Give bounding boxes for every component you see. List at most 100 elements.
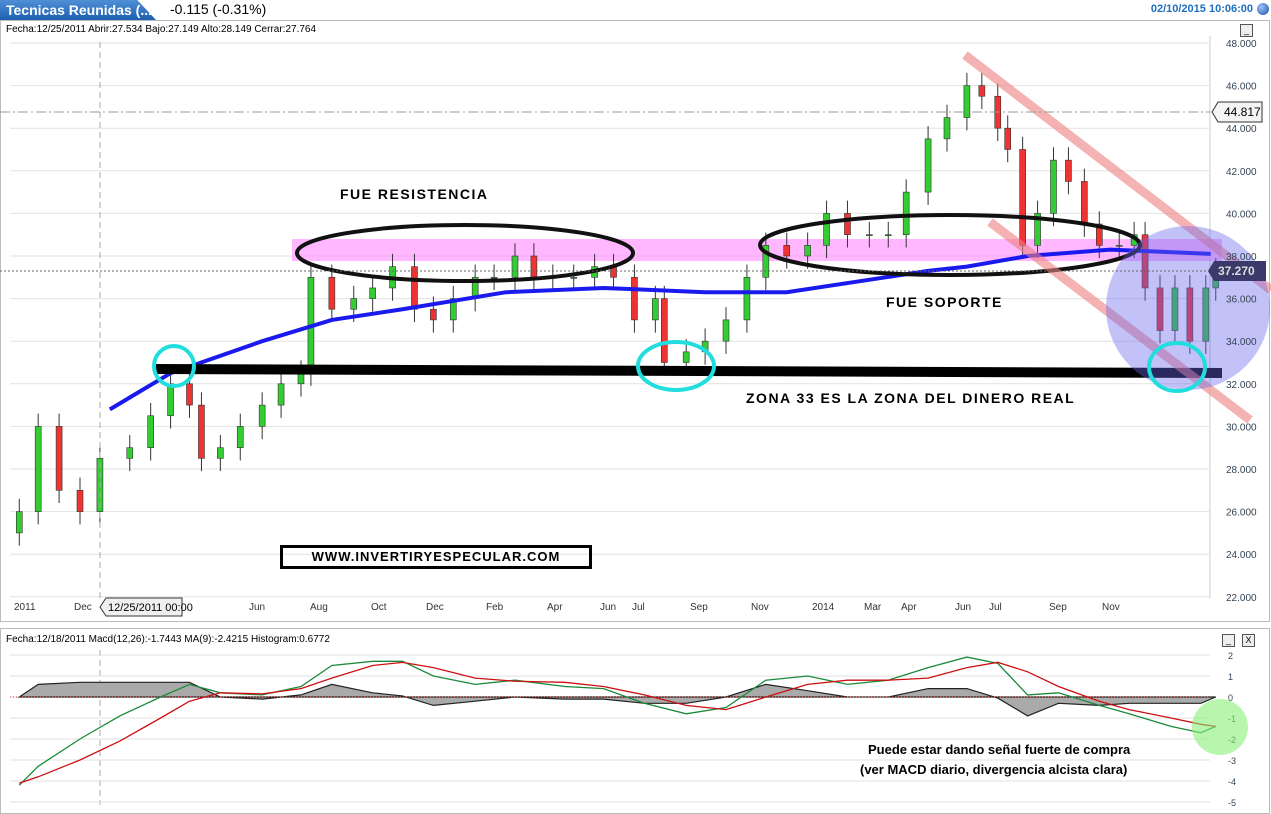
y-tick-label: 36.000 — [1226, 295, 1257, 306]
x-tick-label: 2014 — [812, 602, 835, 613]
macd-y-tick-label: -5 — [1228, 798, 1236, 808]
candle — [15, 511, 23, 534]
cyan-circle — [636, 340, 716, 392]
x-tick-label: Feb — [486, 602, 504, 613]
macd-line — [18, 656, 1217, 786]
candle — [277, 383, 285, 406]
macd-y-tick-label: 2 — [1228, 651, 1233, 661]
macd-close-button[interactable]: X — [1242, 634, 1255, 647]
signal-highlight-circle — [1192, 699, 1248, 755]
x-tick-label: Sep — [1049, 602, 1067, 613]
candle — [55, 426, 63, 491]
candle — [631, 276, 638, 321]
y-tick-label: 32.000 — [1226, 380, 1257, 391]
candle — [167, 383, 174, 417]
candle — [570, 276, 578, 279]
resistance-annotation: FUE RESISTENCIA — [340, 186, 489, 202]
instrument-tab[interactable]: Tecnicas Reunidas (... — [0, 0, 156, 20]
candle — [217, 447, 224, 459]
reference-price-tag — [1211, 101, 1263, 123]
cursor-date-tag — [99, 597, 183, 617]
candle — [126, 447, 134, 459]
candle — [963, 85, 971, 118]
candle — [1156, 287, 1164, 331]
macd-info: Fecha:12/18/2011 Macd(12,26):-1.7443 MA(… — [6, 634, 330, 645]
candle — [652, 298, 659, 321]
candle — [866, 234, 873, 236]
candle — [844, 213, 851, 235]
y-tick-label: 46.000 — [1226, 82, 1257, 93]
candle — [530, 255, 538, 278]
candle — [1095, 223, 1103, 246]
x-tick-label: Jul — [989, 602, 1002, 613]
candle — [902, 191, 910, 236]
macd-note-line-1: Puede estar dando señal fuerte de compra — [868, 742, 1131, 757]
candle — [943, 117, 951, 140]
globe-icon[interactable] — [1257, 3, 1269, 15]
macd-minimize-button[interactable]: _ — [1222, 634, 1235, 647]
highlight-circle — [1106, 226, 1270, 390]
cursor-date-label: 12/25/2011 00:00 — [108, 602, 193, 614]
macd-panel — [0, 628, 1270, 814]
macd-y-tick-label: 0 — [1228, 693, 1233, 703]
macd-y-tick-label: -3 — [1228, 756, 1236, 766]
minimize-button[interactable]: _ — [1240, 24, 1253, 37]
candle — [511, 255, 519, 278]
candle — [297, 372, 305, 385]
x-tick-label: Oct — [371, 602, 387, 613]
candle — [369, 287, 376, 299]
candle — [186, 383, 193, 406]
x-tick-label: Jul — [632, 602, 645, 613]
candle — [449, 298, 457, 321]
x-tick-label: Mar — [864, 602, 882, 613]
candle — [1034, 213, 1041, 246]
candle — [34, 426, 42, 512]
x-tick-label: Dec — [426, 602, 444, 613]
x-tick-label: Nov — [751, 602, 769, 613]
y-tick-label: 44.000 — [1226, 124, 1257, 135]
y-tick-label: 48.000 — [1226, 39, 1257, 50]
candle — [1050, 159, 1057, 214]
x-tick-label: Sep — [690, 602, 708, 613]
macd-note-line-2: (ver MACD diario, divergencia alcista cl… — [860, 762, 1128, 777]
candle — [978, 85, 986, 97]
candle — [1171, 287, 1179, 331]
candle — [1202, 287, 1210, 342]
support-ellipse — [758, 213, 1142, 277]
watermark-box: WWW.INVERTIRYESPECULAR.COM — [280, 545, 592, 569]
x-tick-label: Jun — [249, 602, 265, 613]
candle — [682, 351, 690, 363]
support-annotation: FUE SOPORTE — [886, 294, 1003, 310]
candle — [783, 245, 791, 257]
candle — [411, 266, 418, 310]
channel-lower-line — [987, 218, 1253, 424]
channel-upper-line — [962, 51, 1271, 294]
candle — [430, 308, 437, 321]
candle — [76, 489, 84, 512]
candle — [1186, 287, 1194, 342]
candle — [762, 245, 770, 278]
reference-price-label: 44.817 — [1224, 105, 1261, 119]
candle — [1004, 127, 1012, 150]
moving-average-line — [108, 247, 1211, 412]
last-price-tag — [1208, 261, 1266, 281]
resistance-ellipse — [295, 223, 635, 283]
candle — [350, 298, 358, 310]
candle — [823, 213, 830, 246]
last-price-label: 37.270 — [1218, 264, 1255, 278]
candle — [236, 426, 244, 448]
candle — [722, 319, 730, 342]
datetime: 02/10/2015 10:06:00 — [1150, 3, 1253, 15]
cyan-circle — [152, 344, 196, 388]
zone-annotation: ZONA 33 ES LA ZONA DEL DINERO REAL — [746, 390, 1076, 406]
price-change: -0.115 (-0.31%) — [170, 1, 267, 17]
y-tick-label: 26.000 — [1226, 508, 1257, 519]
x-tick-label: Aug — [310, 602, 328, 613]
candle — [743, 276, 751, 321]
candle — [198, 404, 205, 459]
y-tick-label: 42.000 — [1226, 167, 1257, 178]
candle — [147, 415, 154, 449]
x-tick-label: Jun — [955, 602, 971, 613]
x-tick-label: 2011 — [14, 602, 36, 613]
